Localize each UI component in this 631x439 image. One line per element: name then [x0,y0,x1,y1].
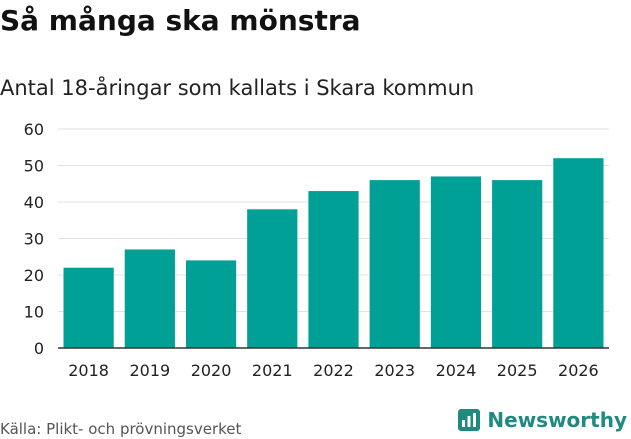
y-tick-label: 40 [24,193,44,212]
chart-title: Så många ska mönstra [0,4,361,37]
bar [247,209,298,348]
y-tick-label: 10 [24,303,44,322]
bar [185,260,237,348]
bar [553,158,604,348]
x-tick-label: 2022 [313,361,354,380]
bar [492,180,543,348]
bar [124,249,175,348]
bar [63,267,114,348]
y-tick-label: 0 [34,339,44,358]
y-tick-label: 50 [24,157,44,176]
y-tick-label: 20 [24,266,44,285]
x-tick-label: 2024 [436,361,477,380]
bar-chart: 0 10 20 30 40 50 60 2018 2019 2020 2021 2022 2023 202… [24,120,609,380]
x-tick-label: 2025 [497,361,538,380]
x-tick-label: 2020 [191,361,232,380]
x-tick-label: 2023 [374,361,415,380]
brand-logo: Newsworthy [457,408,627,432]
source-note: Källa: Plikt- och prövningsverket [0,420,242,438]
y-tick-label: 30 [24,230,44,249]
bar [369,180,420,348]
x-tick-label: 2019 [129,361,170,380]
x-tick-label: 2021 [252,361,293,380]
y-tick-label: 60 [24,120,44,139]
bar [430,176,482,348]
x-tick-label: 2018 [68,361,109,380]
brand-name: Newsworthy [487,408,627,432]
chart-subtitle: Antal 18-åringar som kallats i Skara kom… [0,76,475,100]
bar-chart-logo-icon [458,409,481,431]
x-tick-label: 2026 [558,361,599,380]
bar [308,191,359,348]
